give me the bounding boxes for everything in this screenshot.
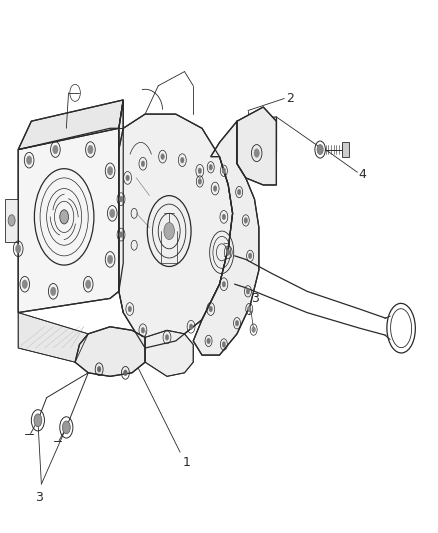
Circle shape — [237, 189, 240, 195]
Circle shape — [110, 209, 115, 217]
Circle shape — [189, 324, 192, 329]
Circle shape — [141, 327, 145, 333]
Circle shape — [97, 367, 101, 372]
Circle shape — [141, 161, 145, 166]
Polygon shape — [5, 199, 18, 241]
Circle shape — [246, 288, 249, 294]
Circle shape — [8, 215, 15, 226]
Polygon shape — [119, 114, 232, 348]
Text: 1: 1 — [182, 456, 190, 469]
Circle shape — [107, 255, 113, 264]
Circle shape — [235, 320, 238, 326]
Circle shape — [247, 306, 251, 312]
Circle shape — [26, 156, 32, 165]
Circle shape — [163, 223, 174, 239]
Text: 3: 3 — [251, 293, 258, 305]
Circle shape — [85, 280, 91, 288]
Polygon shape — [145, 330, 193, 376]
Circle shape — [119, 232, 123, 237]
Circle shape — [124, 370, 127, 376]
Circle shape — [213, 185, 216, 191]
Circle shape — [22, 280, 27, 288]
Circle shape — [119, 196, 123, 202]
Circle shape — [198, 179, 201, 184]
Circle shape — [222, 214, 225, 220]
Circle shape — [208, 306, 212, 312]
Polygon shape — [18, 100, 123, 150]
Circle shape — [62, 421, 70, 434]
Text: 4: 4 — [358, 168, 366, 181]
Circle shape — [50, 287, 56, 296]
Circle shape — [126, 175, 129, 181]
Polygon shape — [75, 327, 145, 376]
Circle shape — [128, 306, 131, 312]
Polygon shape — [119, 100, 123, 292]
Polygon shape — [18, 312, 88, 362]
Circle shape — [226, 249, 230, 255]
Circle shape — [88, 146, 93, 154]
Circle shape — [198, 168, 201, 174]
Circle shape — [15, 245, 21, 253]
Circle shape — [34, 414, 42, 427]
Polygon shape — [237, 107, 276, 185]
Circle shape — [222, 342, 225, 348]
Circle shape — [222, 281, 225, 287]
Circle shape — [316, 144, 322, 155]
Text: 3: 3 — [35, 491, 43, 504]
Circle shape — [208, 165, 212, 170]
Circle shape — [180, 157, 184, 163]
Circle shape — [222, 168, 225, 174]
Polygon shape — [341, 142, 348, 157]
Polygon shape — [193, 121, 258, 355]
Circle shape — [160, 154, 164, 159]
Circle shape — [244, 217, 247, 223]
Polygon shape — [18, 128, 119, 312]
Circle shape — [206, 338, 210, 344]
Text: 2: 2 — [286, 92, 293, 105]
Circle shape — [107, 166, 113, 175]
Circle shape — [248, 253, 251, 259]
Circle shape — [60, 210, 68, 224]
Circle shape — [251, 327, 255, 333]
Circle shape — [165, 335, 168, 340]
Circle shape — [254, 149, 259, 157]
Circle shape — [53, 146, 58, 154]
